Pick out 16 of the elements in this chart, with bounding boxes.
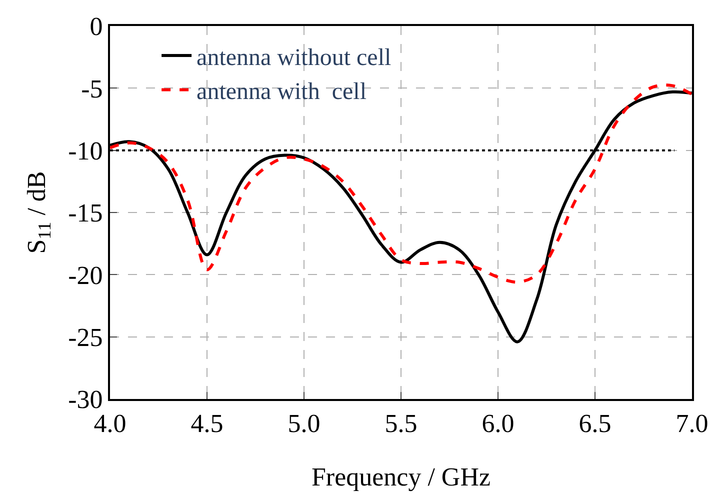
line-series: [110, 84, 692, 284]
x-axis-title: Frequency / GHz: [311, 462, 491, 492]
x-tick-label: 4.5: [190, 409, 224, 438]
x-tick-label: 5.5: [384, 409, 418, 438]
x-tick-label: 5.0: [288, 409, 320, 438]
y-tick-label: 0: [90, 12, 103, 42]
legend-label: antenna with cell: [196, 79, 367, 106]
x-tick-label: 6.5: [578, 409, 612, 438]
x-tick-label: 6.0: [482, 409, 514, 438]
y-tick-label: -20: [68, 260, 103, 290]
y-tick-label: -5: [81, 74, 103, 104]
x-tick-label: 7.0: [676, 409, 708, 438]
y-tick-label: -15: [68, 198, 103, 228]
y-tick-label: -10: [68, 136, 103, 166]
y-tick-label: -25: [68, 322, 103, 352]
legend-label: antenna without cell: [196, 44, 392, 71]
